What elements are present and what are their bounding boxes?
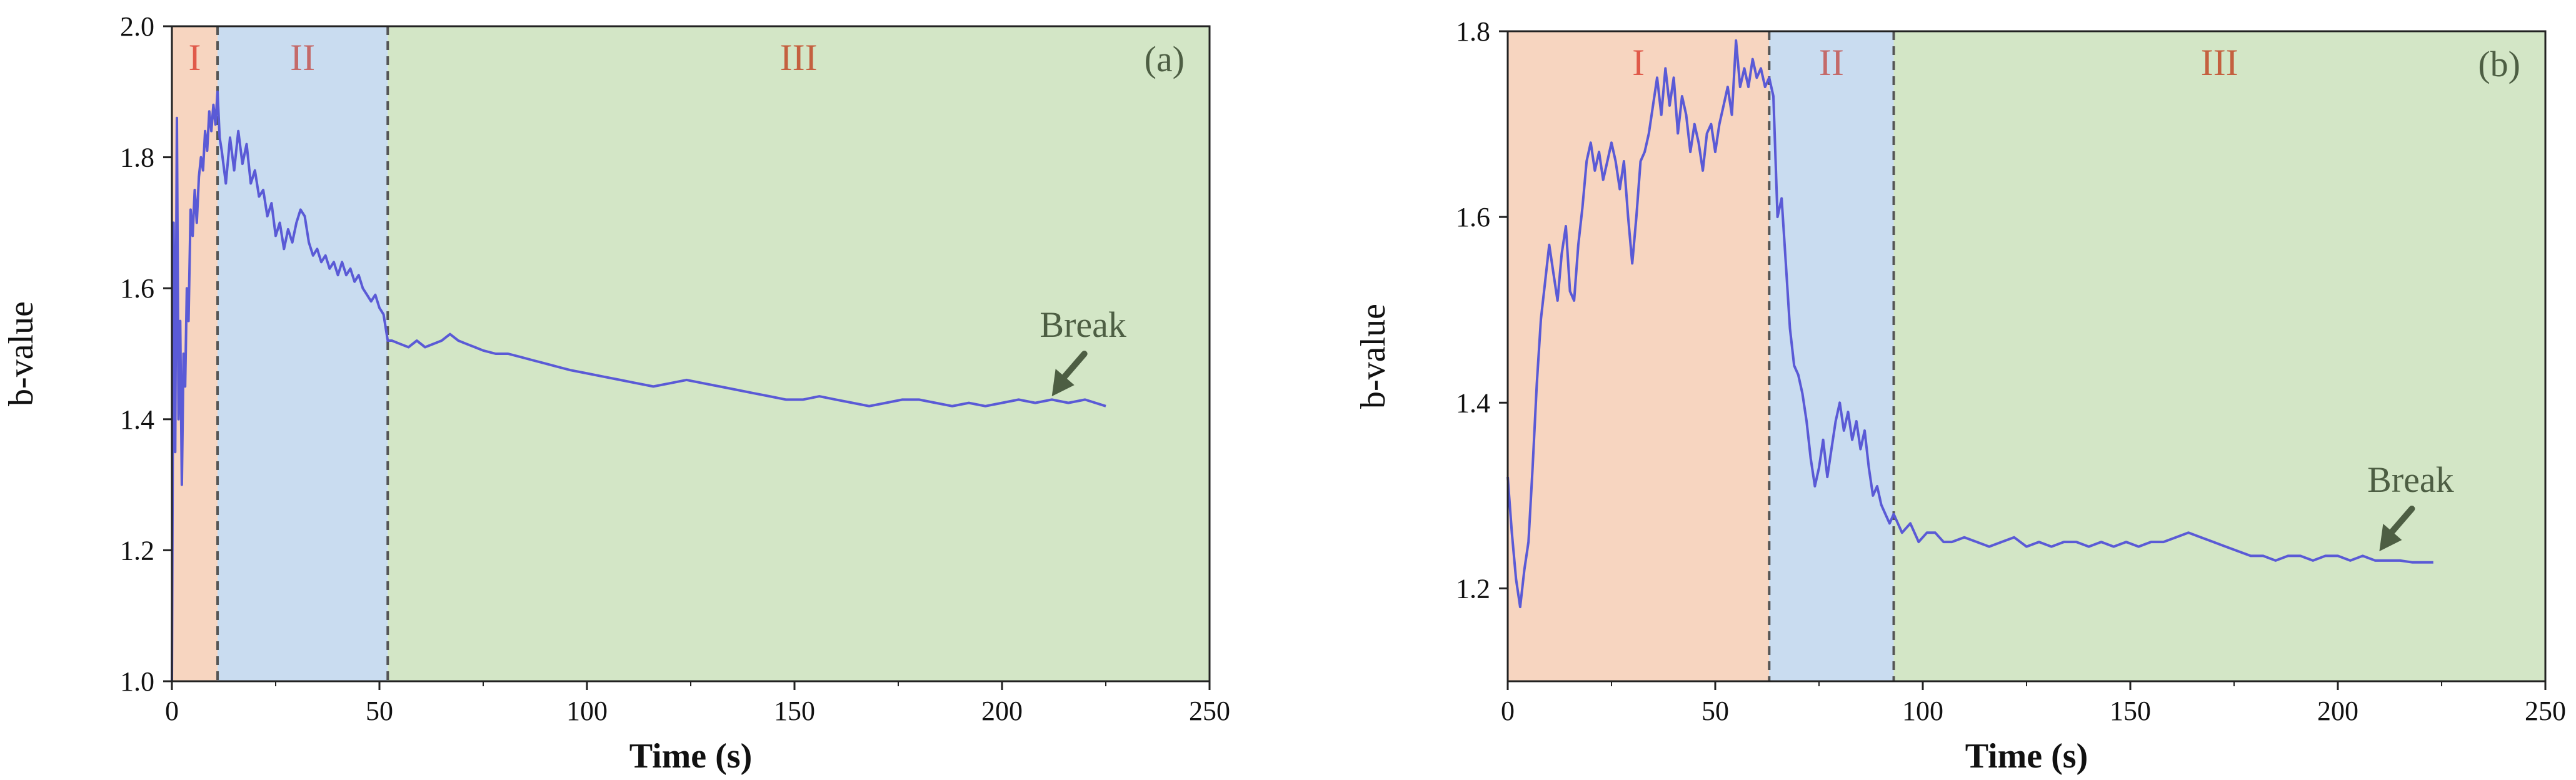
panel-a-series-line — [171, 90, 1106, 682]
panel-a-xtick-label-2: 100 — [566, 696, 608, 726]
panel-a-region-label-1: I — [189, 37, 201, 78]
panel-b-region-label-1: I — [1632, 42, 1645, 83]
panel-b-break-label: Break — [2367, 459, 2454, 500]
panel-a-ytick-label-3: 1.6 — [120, 273, 154, 304]
panel-a-xtick-label-5: 250 — [1189, 696, 1230, 726]
panel-b-panel-label: (b) — [2478, 44, 2520, 84]
panel-b-xtick-label-0: 0 — [1501, 696, 1515, 726]
panel-b-xtick-label-1: 50 — [1701, 696, 1729, 726]
panel-a-xtick-label-0: 0 — [165, 696, 179, 726]
panel-a-break-arrow-head — [1051, 369, 1075, 397]
panel-a-ytick-label-1: 1.2 — [120, 535, 154, 566]
panel-b-xtick-label-2: 100 — [1902, 696, 1943, 726]
panel-a-region-label-2: II — [290, 37, 315, 78]
panel-a-x-axis-title: Time (s) — [629, 737, 753, 776]
panel-b-y-axis-title: b-value — [1354, 304, 1393, 409]
panel-b-region-3-band — [1893, 31, 2545, 681]
panel-a-ytick-label-0: 1.0 — [120, 666, 154, 697]
panel-a-region-2-band — [218, 26, 388, 681]
panel-b-ytick-label-0: 1.2 — [1456, 573, 1490, 604]
panel-a-ytick-label-2: 1.4 — [120, 404, 154, 435]
panel-b-region-label-2: II — [1819, 42, 1844, 83]
panel-b-ytick-label-3: 1.8 — [1456, 16, 1490, 47]
panel-a-ytick-label-4: 1.8 — [120, 142, 154, 173]
panel-b-region-2-band — [1769, 31, 1894, 681]
panel-a-xtick-label-1: 50 — [366, 696, 393, 726]
panel-b-x-axis-title: Time (s) — [1965, 737, 2088, 776]
panel-b-xtick-label-3: 150 — [2110, 696, 2151, 726]
panel-b-break-arrow-head — [2379, 524, 2402, 551]
panel-b-ytick-label-1: 1.4 — [1456, 388, 1490, 418]
panel-a-region-3-band — [388, 26, 1210, 681]
panel-a-break-label: Break — [1040, 304, 1126, 345]
panel-b-xtick-label-5: 250 — [2525, 696, 2566, 726]
panel-a-y-axis-title: b-value — [2, 301, 41, 406]
panel-b-ytick-label-2: 1.6 — [1456, 202, 1490, 232]
panel-a-panel-label: (a) — [1145, 39, 1185, 79]
panel-b-xtick-label-4: 200 — [2317, 696, 2358, 726]
panel-a-xtick-label-4: 200 — [981, 696, 1023, 726]
panel-b-region-1-band — [1508, 31, 1770, 681]
panel-b-series-line — [1506, 39, 2433, 609]
panel-b-region-label-3: III — [2201, 42, 2238, 83]
panel-a-region-label-3: III — [780, 37, 818, 78]
panel-a-xtick-label-3: 150 — [774, 696, 815, 726]
panel-a-ytick-label-5: 2.0 — [120, 11, 154, 42]
